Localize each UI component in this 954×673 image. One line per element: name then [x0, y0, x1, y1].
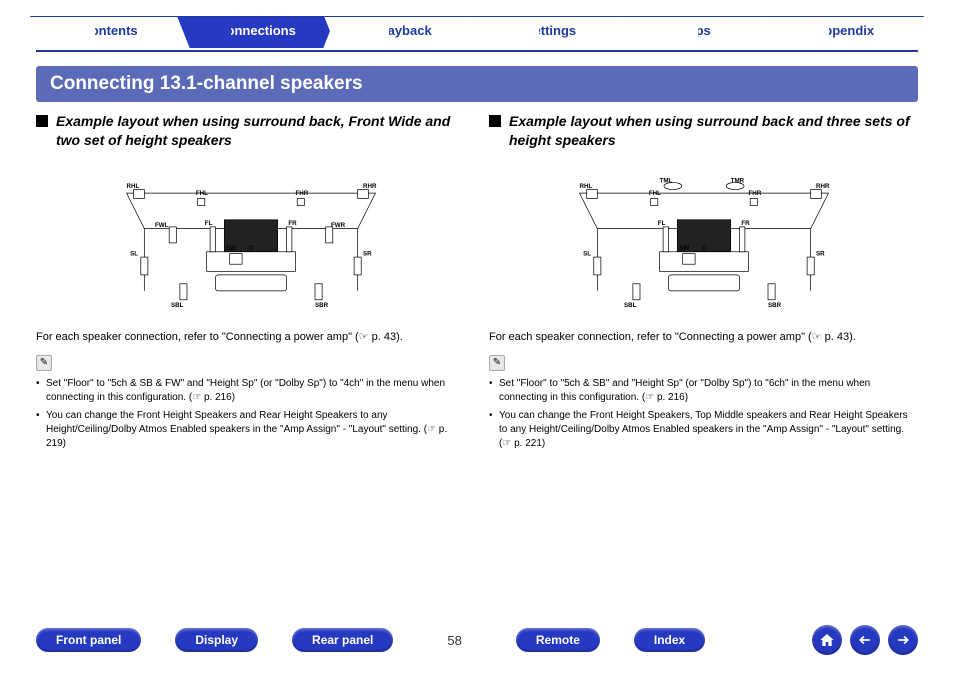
home-icon[interactable]	[812, 625, 842, 655]
note-pencil-icon: ✎	[489, 355, 505, 371]
tab-contents[interactable]: Contents	[30, 16, 189, 48]
svg-text:SW: SW	[226, 245, 236, 252]
right-speaker-diagram: RHL TML TMR RHR FHL FHR FL FR SL SW C SR…	[489, 162, 918, 322]
left-caption: For each speaker connection, refer to "C…	[36, 330, 465, 345]
svg-text:FWL: FWL	[155, 222, 169, 229]
svg-text:FHR: FHR	[748, 190, 761, 197]
right-notes: Set "Floor" to "5ch & SB" and "Height Sp…	[489, 377, 918, 451]
bottom-bar: Front panel Display Rear panel 58 Remote…	[36, 625, 918, 655]
tab-playback[interactable]: Playback	[324, 16, 483, 48]
right-note-1: Set "Floor" to "5ch & SB" and "Height Sp…	[489, 377, 918, 405]
svg-text:RHL: RHL	[579, 183, 592, 190]
svg-text:SBR: SBR	[315, 302, 329, 309]
left-note-1: Set "Floor" to "5ch & SB & FW" and "Heig…	[36, 377, 465, 405]
prev-page-icon[interactable]	[850, 625, 880, 655]
svg-text:TMR: TMR	[730, 177, 744, 184]
svg-text:FHL: FHL	[648, 190, 660, 197]
svg-text:FL: FL	[204, 220, 212, 227]
svg-text:FR: FR	[741, 220, 750, 227]
left-speaker-diagram: RHL FHL FHR RHR FWL FL FR FWR SL SW C SR…	[36, 162, 465, 322]
right-caption: For each speaker connection, refer to "C…	[489, 330, 918, 345]
svg-text:TML: TML	[659, 177, 672, 184]
tab-appendix[interactable]: Appendix	[765, 16, 924, 48]
left-heading-text: Example layout when using surround back,…	[56, 112, 465, 150]
note-pencil-icon: ✎	[36, 355, 52, 371]
tab-tips[interactable]: Tips	[618, 16, 777, 48]
svg-text:C: C	[249, 245, 254, 252]
svg-text:SR: SR	[363, 250, 372, 257]
svg-text:FHL: FHL	[195, 190, 207, 197]
svg-text:RHR: RHR	[816, 183, 830, 190]
right-heading: Example layout when using surround back …	[489, 112, 918, 150]
svg-text:SL: SL	[130, 250, 138, 257]
svg-text:FL: FL	[657, 220, 665, 227]
pill-display[interactable]: Display	[175, 628, 258, 652]
next-page-icon[interactable]	[888, 625, 918, 655]
right-column: Example layout when using surround back …	[489, 112, 918, 455]
left-note-2: You can change the Front Height Speakers…	[36, 409, 465, 451]
svg-text:SL: SL	[583, 250, 591, 257]
bullet-square-icon	[489, 115, 501, 127]
tab-settings[interactable]: Settings	[471, 16, 630, 48]
pill-front-panel[interactable]: Front panel	[36, 628, 141, 652]
svg-text:SW: SW	[679, 245, 689, 252]
svg-text:SBL: SBL	[624, 302, 637, 309]
bullet-square-icon	[36, 115, 48, 127]
page-number: 58	[447, 633, 461, 648]
svg-text:RHL: RHL	[126, 183, 139, 190]
svg-text:C: C	[702, 245, 707, 252]
svg-text:SR: SR	[816, 250, 825, 257]
svg-text:FWR: FWR	[331, 222, 346, 229]
svg-text:FHR: FHR	[295, 190, 308, 197]
svg-text:SBR: SBR	[768, 302, 782, 309]
pill-remote[interactable]: Remote	[516, 628, 600, 652]
top-tabs: Contents Connections Playback Settings T…	[36, 16, 918, 48]
svg-text:SBL: SBL	[171, 302, 184, 309]
left-column: Example layout when using surround back,…	[36, 112, 465, 455]
svg-text:FR: FR	[288, 220, 297, 227]
tab-connections[interactable]: Connections	[177, 16, 336, 48]
left-heading: Example layout when using surround back,…	[36, 112, 465, 150]
pill-rear-panel[interactable]: Rear panel	[292, 628, 393, 652]
svg-text:RHR: RHR	[363, 183, 377, 190]
pill-index[interactable]: Index	[634, 628, 705, 652]
right-note-2: You can change the Front Height Speakers…	[489, 409, 918, 451]
right-heading-text: Example layout when using surround back …	[509, 112, 918, 150]
section-title: Connecting 13.1-channel speakers	[36, 66, 918, 102]
left-notes: Set "Floor" to "5ch & SB & FW" and "Heig…	[36, 377, 465, 451]
